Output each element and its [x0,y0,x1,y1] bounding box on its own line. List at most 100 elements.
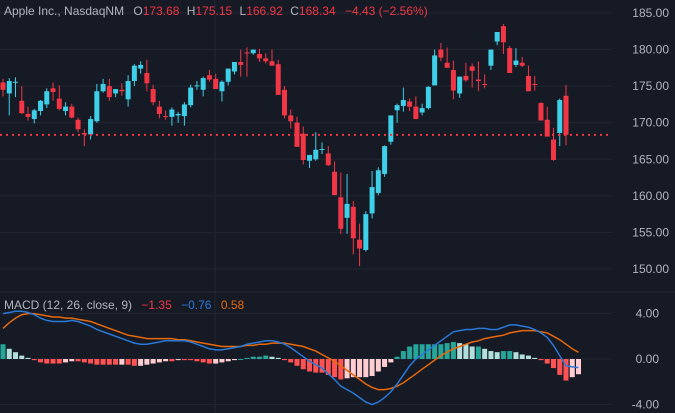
macd-histogram-bar [313,359,319,373]
macd-histogram-bar [500,351,506,359]
macd-histogram-bar [469,346,475,359]
macd-histogram-bar [488,351,494,359]
macd-histogram-bar [482,348,488,359]
pane-separator[interactable] [0,291,675,293]
macd-histogram-bar [269,356,275,359]
candle-up [419,108,425,113]
candle-down [413,106,419,120]
macd-histogram-bar [382,359,388,367]
macd-histogram-bar [307,359,313,372]
macd-histogram-bar [544,359,550,364]
macd-histogram-bar [113,359,119,365]
candle-down [325,153,331,166]
macd-histogram-bar [44,359,50,364]
macd-histogram-bar [432,344,438,359]
candle-up [188,87,194,106]
macd-histogram-bar [81,359,87,363]
close-label: C [290,4,299,18]
low-label: L [239,4,247,18]
candle-down [444,62,450,68]
candle-up [369,187,375,214]
candle-up [307,154,313,161]
high-label: H [186,4,196,18]
candle-up [219,81,225,92]
macd-histogram-bar [25,357,31,359]
candle-down [69,106,75,118]
macd-histogram-bar [494,352,500,359]
macd-axis-label: -4.00 [632,397,660,411]
candle-down [438,49,444,58]
candle-down [19,100,25,114]
open-label: O [133,4,143,18]
candle-down [150,89,156,103]
macd-histogram-bar [332,359,338,378]
symbol-name: Apple Inc., NasdaqNM [4,4,125,18]
candle-down [350,206,356,239]
candle-down [538,102,544,121]
candle-down [163,116,169,118]
macd-histogram-bar [425,344,431,359]
macd-histogram-bar [357,359,363,378]
macd-histogram-bar [181,359,187,361]
macd-signal-line [2,312,579,391]
candle-down [269,61,275,66]
candle-up [382,146,388,174]
macd-histogram-bar [100,359,106,365]
candle-down [238,62,244,65]
candle-up [88,119,94,135]
candle-up [225,68,231,82]
candle-down [282,89,287,116]
macd-histogram-bar [225,359,231,362]
price-axis-label: 155.00 [632,225,669,239]
candle-down [475,79,481,82]
candle-down [206,75,212,80]
candle-up [100,83,106,92]
macd-histogram-bar [369,359,375,377]
macd-histogram-bar [206,359,212,364]
macd-histogram-bar [175,359,181,361]
candle-up [38,100,44,112]
candle-up [513,60,519,65]
macd-histogram-bar [13,352,19,359]
macd-histogram-bar [300,359,306,370]
macd-histogram-bar [75,359,81,362]
macd-histogram-bar [94,359,100,365]
macd-histogram-bar [282,359,287,361]
candle-up [388,115,394,142]
macd-histogram-bar [407,346,413,359]
macd-histogram-bar [250,356,256,359]
candle-down [294,122,300,147]
macd-histogram-bar [507,351,513,359]
macd-histogram-bar [519,354,525,359]
macd-histogram-bar [31,359,37,361]
candle-up [200,78,206,90]
macd-histogram-bar [419,344,425,359]
candle-down [563,95,569,135]
macd-histogram-bar [0,344,6,359]
macd-histogram-bar [344,359,350,379]
macd-histogram-bar [169,359,175,362]
candle-down [532,83,538,85]
macd-histogram-bar [213,359,219,364]
macd-histogram-bar [457,343,463,359]
macd-histogram-bar [38,359,44,363]
macd-histogram-bar [557,359,563,375]
macd-histogram-bar [288,359,294,363]
macd-histogram-bar [275,357,281,359]
candle-up [31,110,37,120]
candle-up [94,91,100,122]
open-value: 173.68 [142,4,180,18]
macd-histogram-bar [19,355,25,359]
candle-down [550,139,556,161]
macd-histogram-bar [363,359,369,378]
close-value: 168.34 [298,4,336,18]
macd-title: MACD (12, 26, close, 9) [4,298,133,312]
macd-histogram-bar [338,359,344,380]
macd-histogram-bar [532,357,538,359]
candle-down [544,119,550,137]
candle-down [25,113,31,117]
macd-signal-value: 0.58 [220,298,245,312]
macd-histogram-bar [400,351,406,359]
candle-down [275,64,281,95]
